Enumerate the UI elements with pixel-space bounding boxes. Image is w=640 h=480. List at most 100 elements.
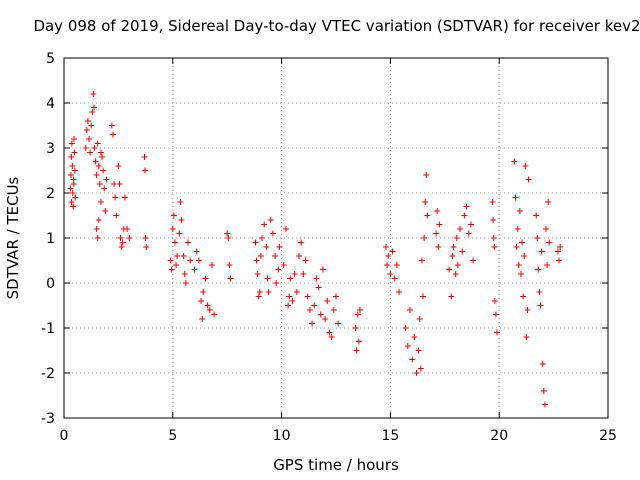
data-point (554, 248, 561, 255)
data-point (489, 199, 496, 205)
data-point (454, 262, 461, 268)
y-tick-label: 3 (46, 141, 55, 157)
data-point (168, 266, 175, 273)
data-point (259, 235, 266, 241)
data-point (69, 163, 76, 169)
y-axis-ticks: -3 -2 -1 0 1 2 3 4 5 (41, 51, 608, 427)
data-point (71, 149, 78, 156)
data-point (89, 109, 96, 115)
data-point (293, 289, 300, 295)
data-point (452, 271, 459, 277)
data-point (317, 311, 324, 318)
data-point (421, 235, 428, 241)
y-tick-label: 1 (46, 231, 55, 247)
data-point (450, 244, 457, 250)
data-point (524, 307, 531, 313)
data-point (453, 235, 460, 241)
data-point (174, 253, 181, 259)
data-point (415, 347, 422, 354)
data-point (200, 289, 207, 295)
data-point (87, 149, 94, 156)
data-point (291, 271, 298, 277)
data-point (142, 235, 149, 241)
data-point (68, 154, 75, 160)
data-point (402, 325, 409, 331)
data-point (418, 257, 425, 264)
data-point (124, 226, 131, 232)
x-tick-label: 5 (168, 428, 177, 444)
data-point (355, 338, 362, 345)
x-tick-label: 20 (490, 428, 508, 444)
data-point (97, 149, 104, 156)
data-point (433, 230, 440, 237)
data-point (413, 370, 420, 376)
data-point (72, 194, 79, 201)
data-point (286, 293, 293, 300)
data-point (459, 248, 466, 255)
chart-title: Day 098 of 2019, Sidereal Day-to-day VTE… (33, 17, 640, 35)
data-point (276, 244, 283, 250)
data-point (82, 145, 89, 151)
data-point (512, 194, 519, 201)
data-point (536, 289, 543, 295)
data-point (199, 316, 206, 322)
data-point (333, 293, 339, 300)
data-point (180, 253, 187, 259)
data-point (285, 302, 292, 309)
data-point (267, 217, 274, 223)
data-point (523, 334, 530, 340)
data-point (356, 307, 363, 313)
data-point (264, 275, 271, 282)
data-point (330, 307, 337, 313)
data-point (534, 235, 541, 241)
data-point (300, 271, 307, 277)
data-point (208, 262, 215, 268)
data-point (225, 235, 232, 241)
data-point (322, 316, 329, 322)
data-point (387, 271, 394, 277)
data-point (404, 343, 411, 349)
data-point (519, 239, 526, 246)
data-point (275, 266, 282, 273)
data-points (67, 91, 564, 408)
data-point (67, 185, 74, 192)
data-point (537, 302, 544, 309)
data-point (514, 226, 521, 232)
data-point (118, 244, 125, 250)
data-point (173, 262, 180, 268)
data-point (422, 199, 429, 205)
data-point (324, 298, 331, 304)
data-point (525, 176, 532, 183)
data-point (256, 289, 263, 295)
data-point (272, 253, 279, 259)
data-point (353, 347, 360, 354)
data-point (141, 154, 148, 160)
data-point (393, 262, 400, 268)
data-point (195, 257, 202, 264)
data-point (411, 334, 418, 340)
data-point (423, 172, 430, 178)
data-point (491, 298, 498, 304)
x-axis-ticks: 0 5 10 15 20 25 (60, 58, 617, 444)
data-point (470, 257, 477, 264)
data-point (309, 320, 316, 327)
data-point (463, 203, 470, 210)
data-point (538, 248, 545, 255)
x-tick-label: 15 (381, 428, 399, 444)
data-point (265, 289, 272, 295)
y-axis-label: SDTVAR / TECUs (4, 176, 22, 299)
data-point (328, 334, 335, 340)
data-point (494, 329, 501, 336)
data-point (389, 248, 396, 255)
data-point (167, 257, 174, 264)
data-point (511, 158, 518, 165)
data-point (84, 118, 91, 124)
data-point (170, 212, 177, 219)
data-point (93, 172, 100, 178)
data-point (169, 226, 176, 232)
data-point (115, 163, 122, 169)
data-point (93, 226, 100, 232)
x-axis-label: GPS time / hours (273, 456, 399, 474)
data-point (119, 239, 126, 246)
